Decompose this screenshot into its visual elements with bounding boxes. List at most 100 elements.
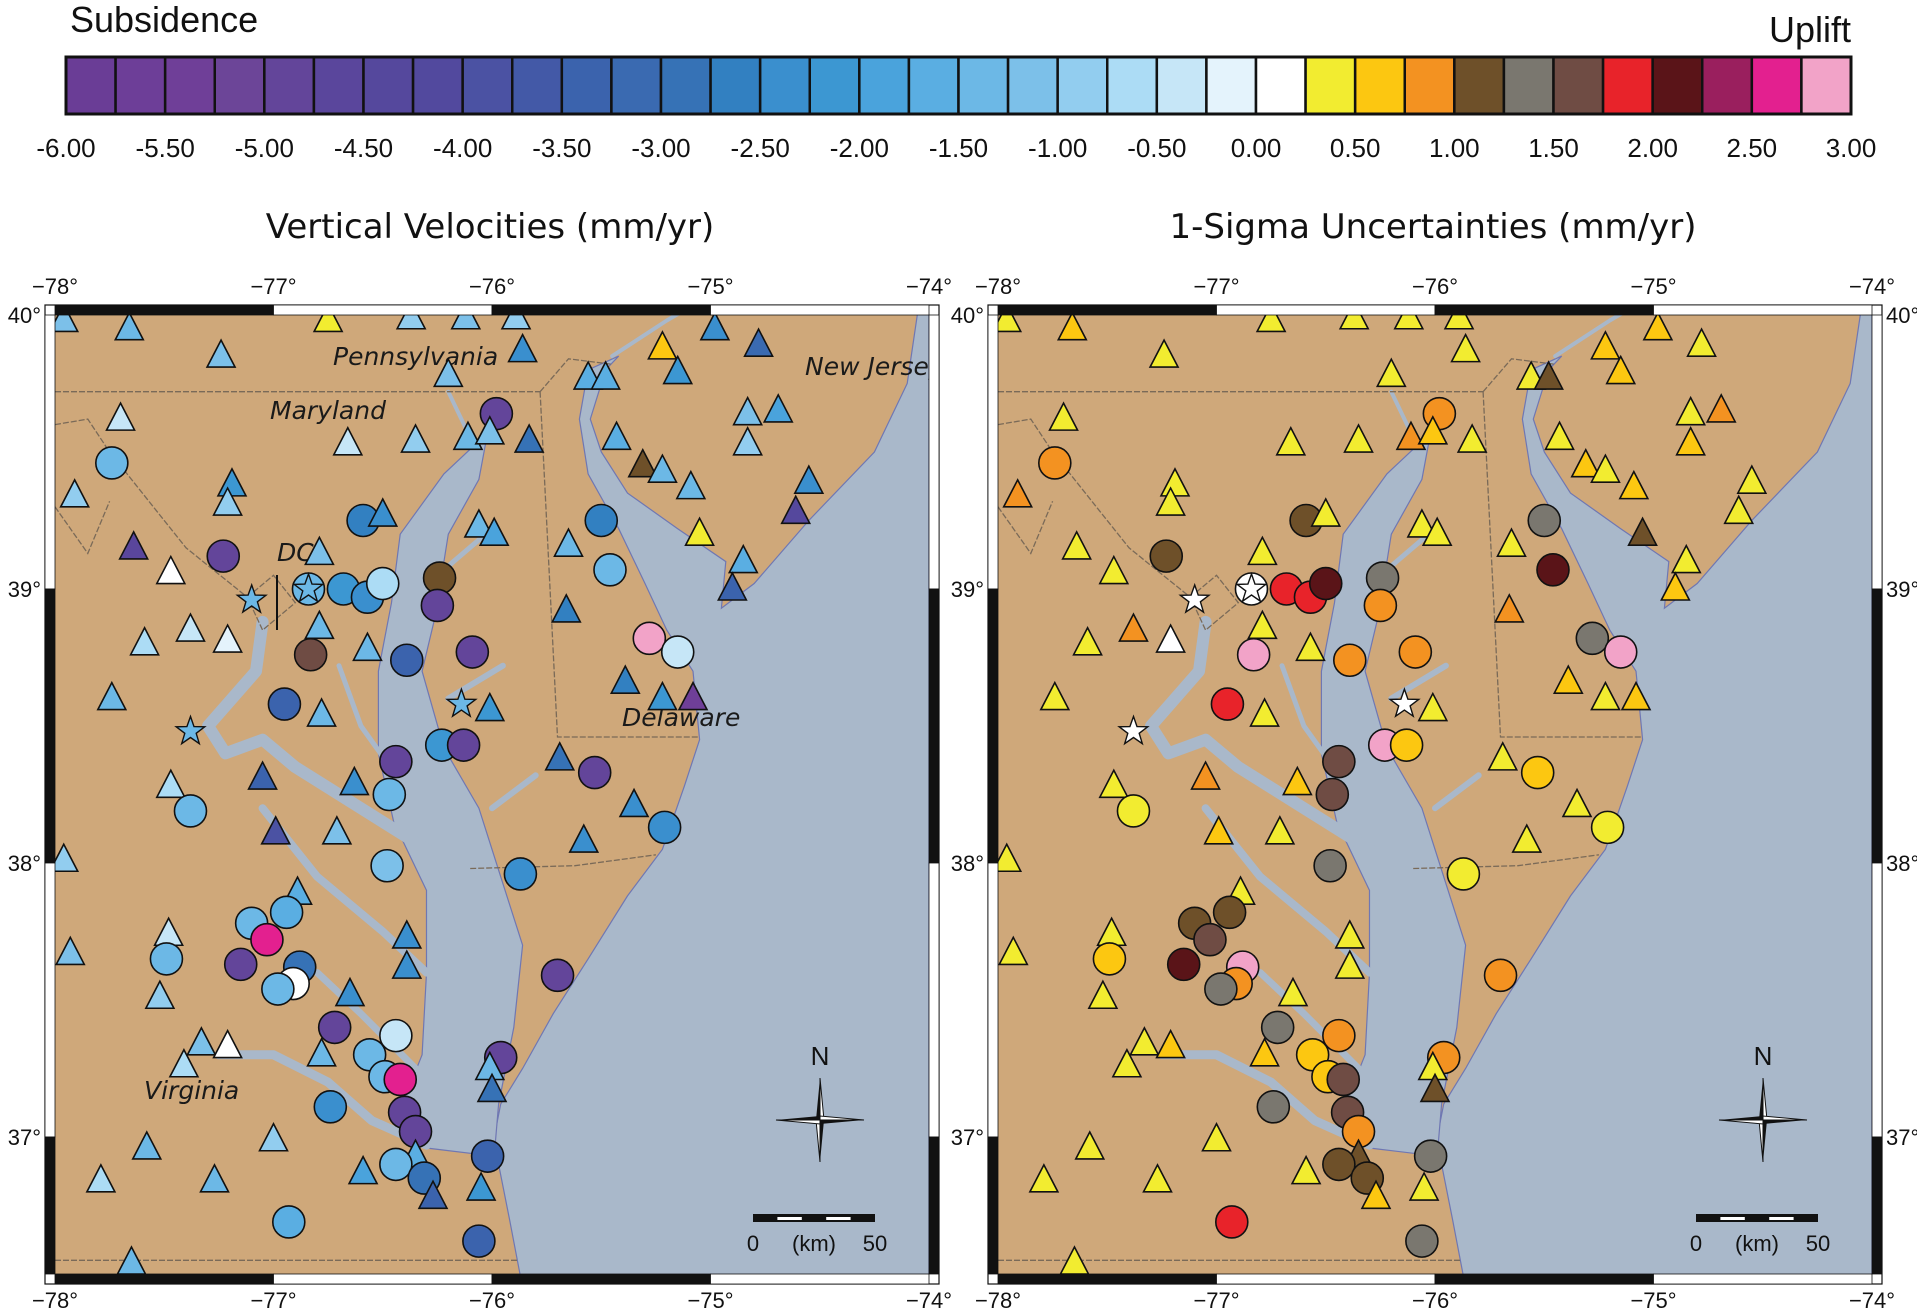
station-circle[interactable] [293,637,328,672]
station-triangle[interactable] [1642,313,1674,341]
station-triangle[interactable] [212,486,243,516]
station-circle[interactable] [173,794,208,828]
station-triangle[interactable] [1736,464,1768,494]
station-triangle[interactable] [647,680,678,711]
station-triangle[interactable] [1675,426,1706,456]
station-triangle[interactable] [1686,327,1717,357]
station-triangle[interactable] [717,571,748,601]
station-triangle[interactable] [1660,571,1691,601]
station-triangle[interactable] [699,313,731,341]
station-circle[interactable] [1405,1224,1439,1258]
station-triangle[interactable] [432,357,464,388]
station-circle[interactable] [379,744,413,779]
station-triangle[interactable] [507,332,538,363]
station-triangle[interactable] [553,527,584,557]
station-triangle[interactable] [113,313,145,341]
station-triangle[interactable] [1670,543,1702,574]
station-circle[interactable] [1322,1147,1356,1182]
station-triangle[interactable] [677,680,709,711]
station-triangle[interactable] [1142,1163,1173,1193]
station-triangle[interactable] [1406,508,1438,538]
station-triangle[interactable] [1087,979,1119,1010]
station-triangle[interactable] [1277,976,1309,1007]
station-triangle[interactable] [1155,486,1186,516]
station-triangle[interactable] [732,395,763,426]
station-circle[interactable] [1315,777,1350,812]
station-triangle[interactable] [478,516,510,547]
station-triangle[interactable] [1295,631,1326,662]
station-triangle[interactable] [347,1154,379,1185]
station-circle[interactable] [269,895,304,930]
station-circle[interactable] [1166,947,1201,982]
station-triangle[interactable] [618,787,650,818]
station-triangle[interactable] [1282,765,1313,796]
station-circle[interactable] [271,1205,306,1239]
station-triangle[interactable] [993,842,1023,873]
station-triangle[interactable] [762,393,794,423]
station-circle[interactable] [1212,895,1247,930]
station-triangle[interactable] [1627,516,1658,547]
station-circle[interactable] [1322,1018,1356,1053]
station-circle[interactable] [1603,635,1638,669]
station-triangle[interactable] [627,447,659,478]
station-triangle[interactable] [155,768,187,799]
station-triangle[interactable] [332,426,364,456]
station-triangle[interactable] [1129,1026,1160,1056]
station-triangle[interactable] [476,1072,508,1103]
station-triangle[interactable] [1334,949,1366,979]
station-circle[interactable] [1193,922,1227,957]
station-triangle[interactable] [590,360,621,390]
station-circle[interactable] [1326,1062,1361,1097]
station-circle[interactable] [1204,972,1238,1006]
station-circle[interactable] [379,1018,413,1053]
station-triangle[interactable] [452,420,484,451]
station-triangle[interactable] [155,554,187,585]
station-triangle[interactable] [96,680,128,711]
station-triangle[interactable] [131,1130,163,1160]
station-circle[interactable] [1308,566,1343,601]
station-triangle[interactable] [212,623,243,653]
station-circle[interactable] [370,848,404,883]
station-circle[interactable] [1149,539,1184,573]
station-circle[interactable] [1210,687,1245,721]
station-triangle[interactable] [1723,494,1755,525]
station-triangle[interactable] [793,464,825,494]
station-triangle[interactable] [601,420,632,451]
station-triangle[interactable] [1408,1171,1440,1201]
station-circle[interactable] [420,588,455,623]
station-circle[interactable] [503,857,538,891]
station-triangle[interactable] [306,1037,337,1067]
station-triangle[interactable] [1487,741,1519,771]
station-circle[interactable] [1322,744,1356,779]
station-triangle[interactable] [647,453,678,483]
station-circle[interactable] [261,972,295,1006]
station-star[interactable] [1117,714,1150,746]
station-triangle[interactable] [1375,357,1407,388]
station-triangle[interactable] [1570,447,1602,478]
station-triangle[interactable] [1190,760,1221,790]
station-circle[interactable] [1398,635,1433,669]
station-circle[interactable] [577,755,612,790]
station-triangle[interactable] [334,976,366,1007]
station-circle[interactable] [1520,755,1555,790]
station-circle[interactable] [1446,857,1481,891]
station-triangle[interactable] [647,330,678,360]
station-triangle[interactable] [1343,423,1374,453]
station-circle[interactable] [1332,643,1367,678]
station-circle[interactable] [1483,958,1518,993]
station-triangle[interactable] [1493,593,1525,623]
station-triangle[interactable] [1061,530,1092,560]
station-triangle[interactable] [391,919,423,949]
station-circle[interactable] [593,553,627,587]
station-circle[interactable] [1363,588,1398,623]
station-star[interactable] [1388,686,1421,718]
station-triangle[interactable] [1048,401,1079,431]
station-circle[interactable] [1313,848,1347,883]
station-triangle[interactable] [1533,360,1564,390]
station-triangle[interactable] [1561,787,1593,818]
station-triangle[interactable] [1203,815,1235,845]
station-triangle[interactable] [258,1122,289,1152]
station-triangle[interactable] [463,508,495,538]
station-triangle[interactable] [1247,609,1278,640]
